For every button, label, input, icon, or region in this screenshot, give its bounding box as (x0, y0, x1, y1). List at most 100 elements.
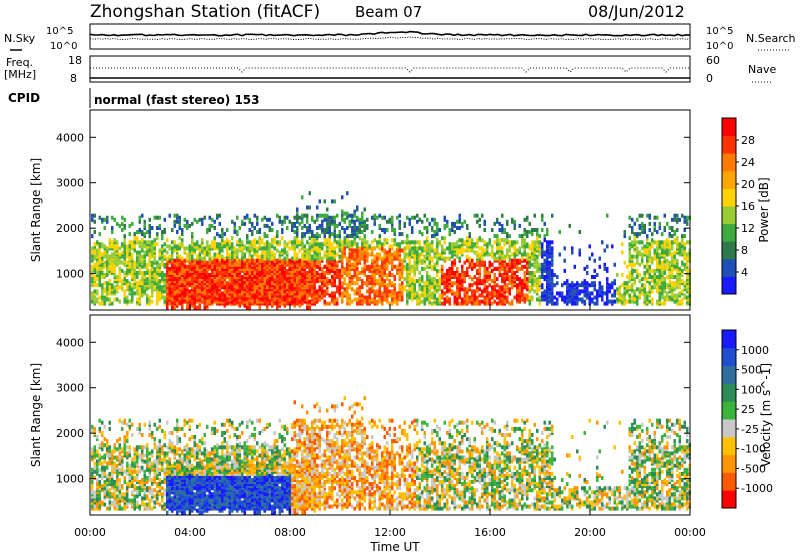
echo-cell (298, 281, 301, 286)
echo-cell (256, 271, 259, 275)
echo-cell (466, 248, 469, 253)
echo-cell (166, 281, 169, 286)
echo-cell (671, 252, 674, 257)
echo-cell (353, 268, 356, 273)
echo-cell (356, 226, 359, 230)
echo-cell (641, 213, 644, 218)
echo-cell (376, 281, 379, 286)
echo-cell (231, 293, 234, 298)
echo-cell (296, 289, 299, 294)
echo-cell (311, 281, 314, 286)
echo-cell (628, 223, 631, 228)
echo-cell (238, 303, 241, 308)
echo-cell (261, 293, 264, 298)
echo-cell (331, 299, 334, 304)
echo-cell (518, 299, 521, 304)
echo-cell (358, 230, 361, 234)
echo-cell (288, 266, 291, 271)
echo-cell (186, 303, 189, 308)
echo-cell (426, 264, 429, 269)
echo-cell (158, 285, 161, 290)
echo-cell (613, 289, 616, 294)
echo-cell (421, 248, 424, 253)
echo-cell (241, 256, 244, 261)
echo-cell (201, 238, 204, 243)
echo-cell (288, 277, 291, 282)
echo-cell (501, 266, 504, 271)
echo-cell (206, 250, 209, 255)
echo-cell (201, 240, 204, 245)
echo-cell (361, 230, 364, 234)
echo-cell (308, 191, 311, 196)
echo-cell (443, 281, 446, 286)
echo-cell (381, 228, 384, 232)
echo-cell (91, 273, 94, 277)
echo-cell (216, 285, 219, 290)
echo-cell (681, 234, 684, 239)
echo-cell (241, 285, 244, 290)
echo-cell (496, 234, 499, 239)
echo-cell (448, 242, 451, 247)
echo-cell (411, 264, 414, 269)
echo-cell (591, 281, 594, 286)
echo-cell (621, 242, 624, 247)
echo-cell (271, 244, 274, 249)
echo-cell (291, 285, 294, 290)
echo-cell (218, 248, 221, 253)
echo-cell (273, 258, 276, 263)
echo-cell (401, 240, 404, 245)
echo-cell (348, 244, 351, 249)
echo-cell (406, 293, 409, 298)
echo-cell (483, 228, 486, 232)
echo-cell (278, 250, 281, 255)
echo-cell (423, 226, 426, 230)
echo-cell (386, 297, 389, 302)
echo-cell (551, 254, 554, 259)
echo-cell (393, 228, 396, 232)
echo-cell (683, 242, 686, 247)
echo-cell (263, 242, 266, 247)
echo-cell (316, 264, 319, 269)
echo-cell (646, 293, 649, 298)
echo-cell (211, 240, 214, 245)
echo-cell (546, 299, 549, 304)
echo-cell (273, 285, 276, 290)
echo-cell (218, 277, 221, 282)
echo-cell (361, 221, 364, 226)
echo-cell (488, 283, 491, 288)
echo-cell (91, 266, 94, 271)
echo-cell (301, 226, 304, 230)
echo-cell (358, 258, 361, 263)
echo-cell (183, 281, 186, 286)
echo-cell (196, 271, 199, 275)
echo-cell (263, 299, 266, 304)
echo-cell (326, 266, 329, 271)
echo-cell (493, 273, 496, 277)
echo-cell (138, 287, 141, 292)
echo-cell (443, 256, 446, 261)
echo-cell (276, 285, 279, 290)
echo-cell (243, 266, 246, 271)
echo-cell (541, 262, 544, 267)
echo-cell (293, 254, 296, 259)
echo-cell (226, 285, 229, 290)
echo-cell (531, 287, 534, 292)
echo-cell (606, 285, 609, 290)
echo-cell (361, 215, 364, 220)
echo-cell (161, 244, 164, 249)
echo-cell (333, 277, 336, 282)
echo-cell (336, 262, 339, 267)
echo-cell (113, 268, 116, 273)
echo-cell (373, 271, 376, 275)
echo-cell (351, 277, 354, 282)
echo-cell (111, 244, 114, 249)
echo-cell (496, 238, 499, 243)
echo-cell (593, 301, 596, 306)
echo-cell (133, 271, 136, 275)
echo-cell (656, 266, 659, 271)
echo-cell (636, 287, 639, 292)
echo-cell (458, 256, 461, 261)
echo-cell (531, 295, 534, 300)
echo-cell (426, 217, 429, 222)
echo-cell (506, 299, 509, 304)
